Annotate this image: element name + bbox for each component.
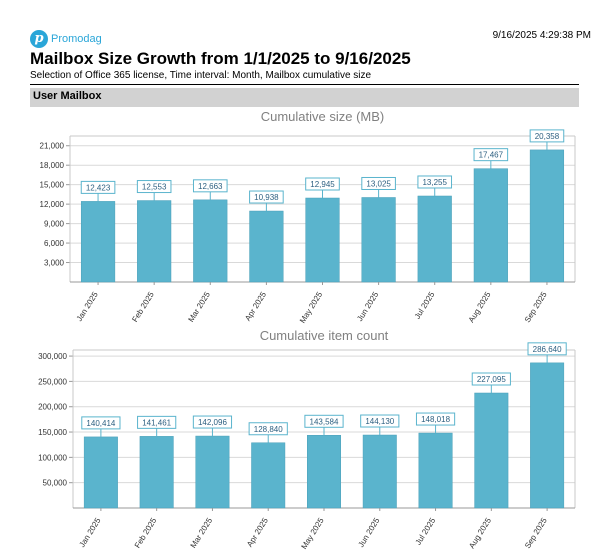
bar	[251, 442, 286, 509]
data-label: 148,018	[421, 415, 450, 424]
y-tick-label: 21,000	[40, 142, 65, 151]
x-tick-label: May 2025	[298, 290, 325, 325]
data-label: 142,096	[198, 418, 227, 427]
x-tick-label: Apr 2025	[245, 516, 270, 549]
data-label: 10,938	[254, 193, 279, 202]
data-label-box	[417, 175, 453, 189]
data-label-box	[304, 414, 344, 428]
y-tick-label: 12,000	[40, 200, 65, 209]
report-subtitle: Selection of Office 365 license, Time in…	[30, 70, 372, 81]
data-label: 12,663	[198, 182, 223, 191]
data-label-box	[80, 180, 116, 194]
bar	[83, 436, 118, 509]
data-label-box	[249, 190, 284, 204]
brand-logo: p Promodag	[30, 29, 102, 49]
y-tick-label: 18,000	[40, 161, 65, 170]
data-label-box	[527, 342, 567, 356]
bar	[249, 210, 284, 283]
data-label: 13,025	[366, 179, 391, 188]
x-tick-label: Feb 2025	[133, 516, 159, 550]
data-label-box	[471, 372, 511, 386]
y-tick-label: 15,000	[40, 181, 65, 190]
bar	[418, 432, 453, 509]
bar	[195, 435, 230, 509]
bar	[193, 199, 228, 283]
cumulative-item-count-chart: Cumulative item count 50,000 100,000 150,00…	[38, 328, 576, 551]
y-tick-label: 150,000	[38, 428, 67, 437]
x-tick-label: Sep 2025	[523, 516, 549, 550]
report-timestamp: 9/16/2025 4:29:38 PM	[492, 30, 591, 41]
data-label: 128,840	[254, 425, 283, 434]
bar	[137, 200, 172, 283]
bar	[530, 362, 565, 509]
report-title: Mailbox Size Growth from 1/1/2025 to 9/1…	[30, 49, 411, 68]
data-label: 144,130	[365, 417, 394, 426]
cumulative-size-chart: Cumulative size (MB) 3,000 6,000 9,000 12,00…	[40, 109, 576, 325]
y-tick-label: 100,000	[38, 453, 67, 462]
chart-title: Cumulative size (MB)	[261, 109, 385, 124]
y-tick-label: 9,000	[44, 220, 65, 229]
bar	[80, 201, 116, 283]
bar	[305, 197, 340, 283]
brand-name: Promodag	[51, 33, 102, 45]
data-label-box	[361, 176, 396, 190]
data-label: 12,945	[310, 180, 335, 189]
x-tick-label: Mar 2025	[189, 516, 215, 550]
x-tick-label: Sep 2025	[523, 290, 549, 324]
x-tick-label: Jul 2025	[414, 516, 438, 547]
x-tick-label: Jul 2025	[413, 290, 437, 321]
bar	[139, 436, 174, 509]
data-label-box	[81, 416, 121, 430]
data-label: 140,414	[86, 419, 115, 428]
x-tick-label: Jun 2025	[355, 290, 380, 323]
x-tick-label: Jan 2025	[78, 516, 103, 549]
x-tick-label: Feb 2025	[130, 290, 156, 324]
bar	[362, 434, 397, 509]
data-label: 13,255	[422, 178, 447, 187]
bar	[361, 197, 396, 283]
data-label: 227,095	[477, 375, 506, 384]
data-label: 17,467	[479, 151, 504, 160]
data-label: 20,358	[535, 132, 560, 141]
x-tick-label: Apr 2025	[243, 290, 268, 323]
x-tick-label: Mar 2025	[186, 290, 212, 324]
bar	[474, 392, 509, 509]
data-label-box	[529, 129, 565, 143]
data-label-box	[248, 422, 288, 436]
y-tick-label: 50,000	[43, 479, 68, 488]
x-tick-label: Jun 2025	[356, 516, 381, 549]
y-tick-label: 200,000	[38, 403, 67, 412]
header-divider	[30, 84, 579, 85]
bar	[529, 149, 565, 283]
section-label: User Mailbox	[33, 90, 102, 102]
y-tick-label: 3,000	[44, 259, 65, 268]
y-tick-label: 250,000	[38, 377, 67, 386]
data-label-box	[136, 180, 172, 194]
data-label-box	[473, 148, 509, 162]
x-tick-label: May 2025	[299, 516, 326, 551]
x-tick-label: Aug 2025	[467, 290, 493, 324]
x-tick-label: Jan 2025	[75, 290, 100, 323]
data-label: 12,423	[86, 183, 111, 192]
data-label-box	[415, 412, 456, 426]
y-tick-label: 6,000	[44, 239, 65, 248]
data-label-box	[305, 177, 340, 191]
data-label-box	[192, 179, 228, 193]
bar	[473, 168, 508, 283]
data-label-box	[137, 415, 177, 429]
data-label: 286,640	[533, 345, 562, 354]
promodag-logo-icon: p	[30, 30, 48, 48]
data-label-box	[192, 415, 233, 429]
bar	[417, 195, 452, 283]
x-tick-label: Aug 2025	[467, 516, 493, 550]
section-header: User Mailbox	[30, 88, 579, 107]
data-label: 141,461	[142, 418, 171, 427]
data-label: 143,584	[310, 417, 339, 426]
bar	[307, 435, 341, 509]
chart-title: Cumulative item count	[260, 328, 389, 343]
y-tick-label: 300,000	[38, 352, 67, 361]
data-label: 12,553	[142, 183, 167, 192]
data-label-box	[360, 414, 400, 428]
